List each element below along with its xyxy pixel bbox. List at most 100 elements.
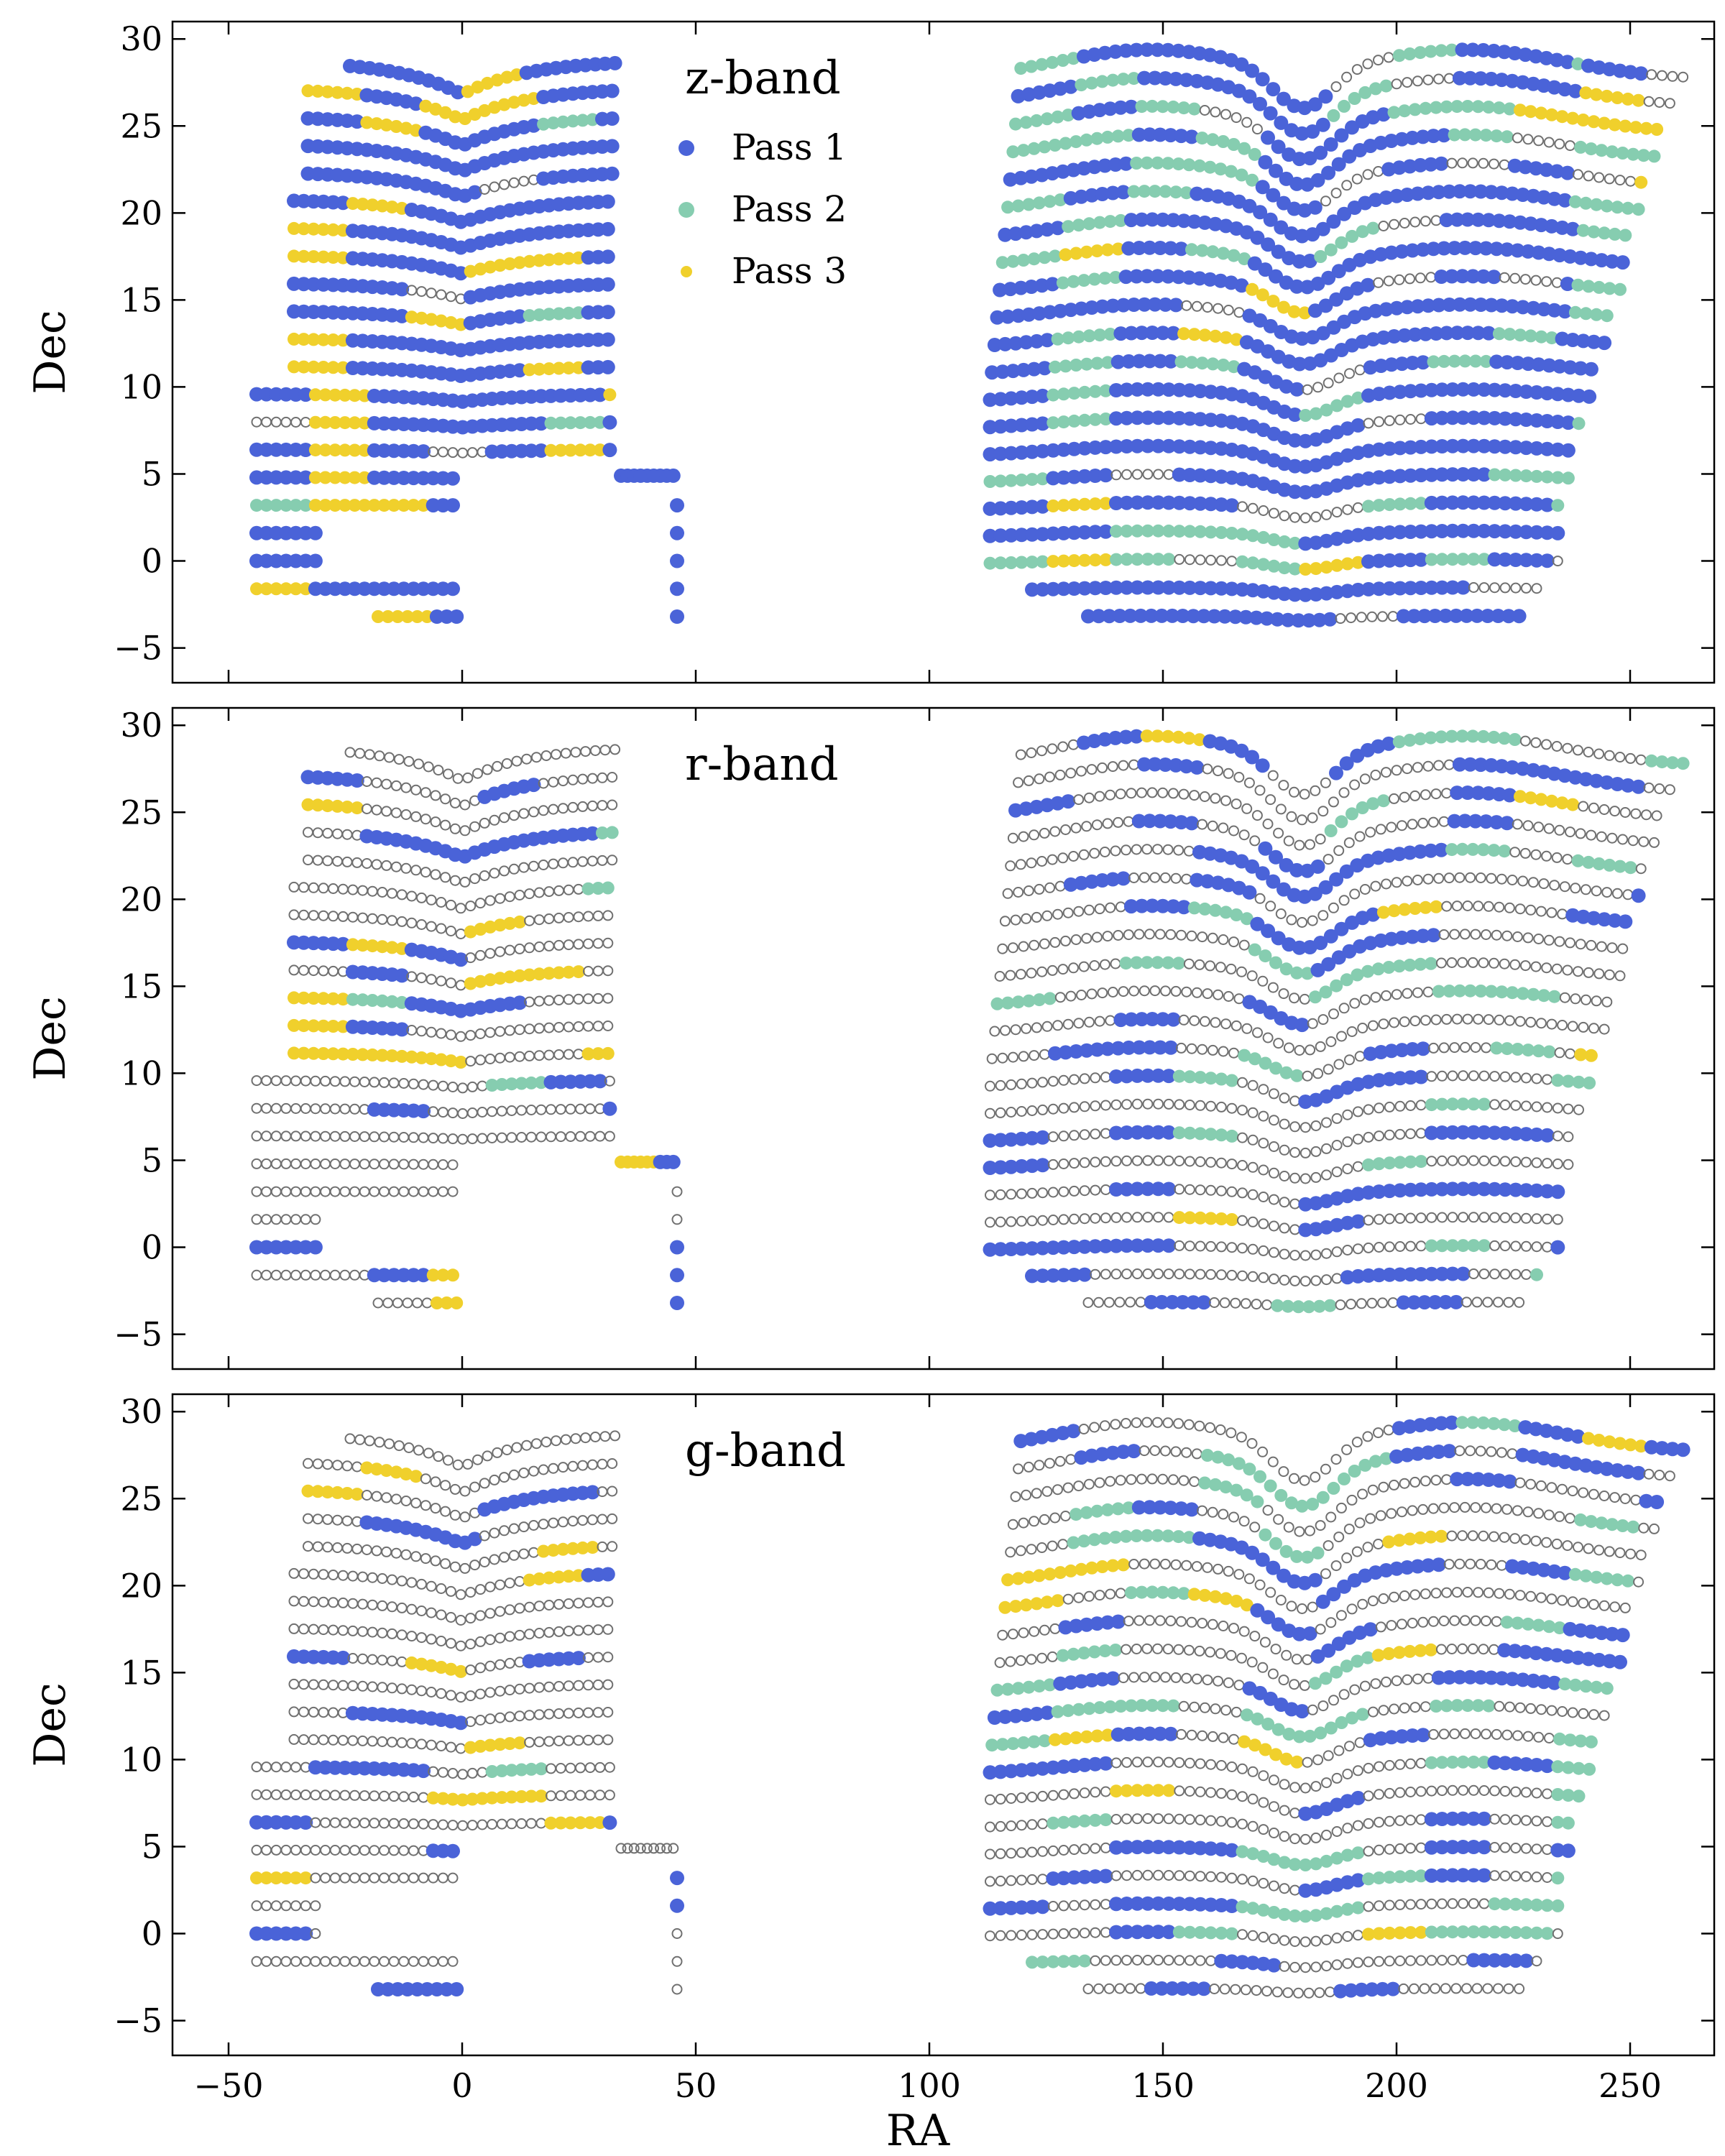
pointing-p1 [1547,303,1562,318]
pointing-open [499,1552,510,1563]
pointing-p1 [1214,413,1229,428]
pointing-p2 [1503,328,1517,341]
pointing-p3 [1414,1925,1428,1939]
pointing-open [1499,272,1510,283]
pointing-p1 [1046,581,1061,596]
band-label: z-band [685,52,841,105]
pointing-p1 [1414,468,1429,483]
pointing-p1 [1224,1954,1239,1969]
pointing-open [1268,1273,1279,1285]
pointing-open [290,1075,302,1087]
pointing-p1 [1466,382,1481,397]
pointing-p1 [1169,71,1183,86]
pointing-p1 [395,968,410,983]
pointing-p3 [299,1871,313,1885]
pointing-p3 [464,925,477,939]
y-tick-label: 5 [142,1141,162,1179]
pointing-p1 [1453,297,1467,312]
pointing-p2 [1269,956,1282,969]
pointing-open [1458,1212,1469,1223]
pointing-p1 [993,501,1008,516]
pointing-open [406,1577,418,1588]
pointing-p1 [1558,193,1573,208]
pointing-p3 [1600,89,1614,103]
pointing-open [1300,512,1311,524]
pointing-open [1191,987,1202,998]
pointing-open [1538,878,1550,890]
pointing-p1 [1186,609,1201,624]
pointing-p2 [983,475,997,488]
pointing-open [1310,511,1322,522]
pointing-open [1181,300,1192,311]
pointing-p3 [552,966,566,980]
pointing-p1 [1413,157,1428,172]
pointing-open [1614,175,1626,186]
pointing-p1 [1519,413,1534,427]
pointing-open [1195,1268,1206,1280]
pointing-p1 [1312,612,1327,627]
pointing-p2 [1492,101,1506,115]
pointing-open [416,892,427,903]
pointing-p1 [1298,1883,1313,1898]
pointing-p1 [987,338,1002,352]
pointing-p1 [1163,128,1178,143]
pointing-p2 [1320,403,1333,417]
pointing-open [1006,1216,1017,1227]
pointing-p1 [1435,1840,1450,1855]
pointing-p1 [1196,1981,1211,1996]
pointing-p3 [390,120,403,133]
pointing-open [1228,1047,1240,1059]
pointing-p1 [1053,1676,1068,1691]
pointing-open [1557,908,1568,920]
pointing-p1 [1361,554,1376,569]
pointing-p1 [1151,1896,1166,1911]
pointing-p1 [1631,779,1646,794]
pointing-p1 [1140,1238,1155,1253]
pointing-p2 [1046,55,1059,69]
pointing-open [1114,1983,1126,1994]
pointing-p1 [1155,326,1170,341]
pointing-p1 [1307,886,1322,901]
pointing-open [308,882,319,893]
pointing-p1 [1424,1181,1439,1197]
pointing-p2 [1151,956,1164,969]
pointing-p3 [497,98,511,111]
pointing-p1 [1032,306,1046,321]
pointing-p2 [1219,906,1233,919]
pointing-p1 [1119,1181,1134,1197]
pointing-open [436,897,447,908]
pointing-open [1218,1046,1229,1057]
pointing-p1 [1287,433,1302,448]
pointing-p1 [1329,292,1344,307]
pointing-open [1554,138,1565,149]
pointing-p2 [1067,387,1081,400]
pointing-p2 [1530,469,1543,483]
pointing-open [1275,908,1287,919]
pointing-open [533,1600,545,1612]
pointing-open [1402,875,1413,887]
pointing-open [1302,1756,1313,1768]
pointing-open [1510,582,1522,594]
pointing-open [508,1469,520,1480]
pointing-p2 [1057,387,1070,401]
pointing-p2 [1214,162,1228,176]
pointing-open [290,1269,302,1281]
pointing-p2 [1637,149,1650,162]
pointing-p2 [1356,225,1369,239]
pointing-open [1037,1929,1049,1940]
pointing-p1 [1098,158,1113,173]
pointing-open [261,1075,272,1087]
pointing-open [1115,901,1126,913]
pointing-p1 [308,525,323,540]
pointing-p2 [1162,157,1175,170]
pointing-open [1510,1212,1522,1224]
pointing-open [1181,1672,1192,1684]
pointing-p1 [1519,441,1534,456]
pointing-p3 [592,1047,605,1061]
pointing-open [328,1570,339,1580]
pointing-p1 [1487,410,1502,425]
pointing-open [387,1682,397,1694]
pointing-open [1226,1186,1238,1197]
pointing-p1 [1508,524,1523,539]
pointing-open [1279,1935,1290,1946]
